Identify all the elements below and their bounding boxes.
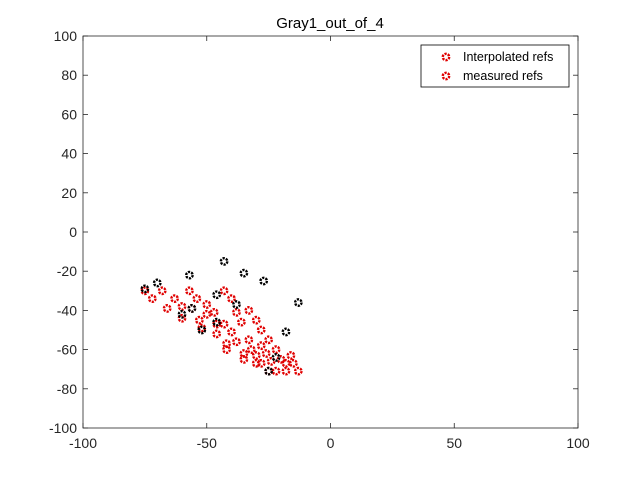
legend: Interpolated refs measured refs	[420, 44, 570, 88]
interpolated-ref-point	[212, 329, 222, 339]
interpolated-ref-point	[281, 358, 291, 368]
interpolated-ref-point	[256, 358, 266, 368]
data-points	[140, 256, 303, 376]
measured-ref-point	[264, 366, 274, 376]
y-tick-label: 100	[54, 28, 78, 44]
legend-marker-measured	[441, 71, 451, 81]
interpolated-ref-point	[222, 345, 231, 354]
legend-marker-point	[441, 71, 451, 81]
measured-ref-point	[271, 353, 281, 362]
legend-label-interpolated: Interpolated refs	[463, 50, 553, 64]
interpolated-ref-point	[286, 351, 296, 360]
interpolated-ref-point	[256, 341, 266, 351]
measured-ref-point	[212, 317, 222, 327]
interpolated-ref-point	[246, 345, 256, 354]
interpolated-ref-point	[293, 366, 303, 376]
interpolated-ref-point	[170, 294, 179, 304]
measured-ref-point	[187, 304, 197, 313]
measured-ref-point	[293, 298, 303, 307]
y-tick-label: -20	[57, 263, 77, 279]
y-tick-label: 20	[61, 185, 77, 201]
interpolated-ref-point	[271, 366, 281, 376]
interpolated-ref-point	[256, 325, 266, 335]
interpolated-ref-point	[202, 309, 212, 319]
interpolated-ref-point	[251, 351, 261, 360]
interpolated-ref-point	[227, 294, 236, 304]
interpolated-ref-point	[219, 319, 229, 329]
interpolated-ref-point	[232, 307, 241, 317]
y-tick-label: -80	[57, 381, 77, 397]
measured-ref-point	[239, 268, 249, 278]
interpolated-ref-point	[157, 286, 167, 296]
interpolated-ref-point	[288, 358, 298, 368]
measured-ref-point	[140, 284, 150, 294]
measured-ref-point	[152, 278, 162, 288]
y-tick-label: 80	[61, 67, 77, 83]
measured-ref-point	[281, 327, 291, 337]
interpolated-ref-point	[147, 294, 157, 304]
interpolated-ref-point	[261, 349, 271, 358]
measured-ref-point	[185, 270, 194, 280]
measured-ref-point	[212, 290, 222, 300]
interpolated-ref-point	[264, 335, 274, 345]
interpolated-ref-point	[232, 337, 241, 347]
y-tick-label: 60	[61, 106, 77, 122]
x-tick-label: -100	[69, 435, 97, 451]
measured-ref-point	[219, 256, 229, 266]
y-tick-label: -40	[57, 302, 77, 318]
interpolated-ref-point	[192, 294, 202, 304]
x-tick-label: -50	[197, 435, 217, 451]
interpolated-ref-point	[239, 354, 249, 364]
interpolated-ref-point	[271, 345, 281, 354]
interpolated-ref-point	[244, 305, 254, 315]
interpolated-ref-point	[194, 315, 204, 325]
interpolated-ref-point	[251, 315, 261, 325]
measured-ref-point	[259, 276, 269, 286]
measured-ref-point	[232, 300, 241, 309]
chart-title: Gray1_out_of_4	[276, 15, 384, 32]
interpolated-ref-point	[162, 304, 172, 313]
x-tick-label: 0	[327, 435, 335, 451]
x-tick-label: 100	[566, 435, 590, 451]
interpolated-ref-point	[185, 286, 194, 296]
interpolated-ref-point	[219, 286, 229, 296]
y-tick-label: -60	[57, 342, 77, 358]
interpolated-ref-point	[281, 366, 291, 376]
interpolated-ref-point	[236, 317, 246, 327]
interpolated-ref-point	[202, 300, 212, 309]
ticks: -100 -50 0 50 100 100 80 60 40 20 0 -20 -40 -60 -80 -10…	[49, 28, 590, 451]
interpolated-ref-point	[266, 356, 276, 366]
legend-label-measured: measured refs	[463, 69, 543, 83]
interpolated-ref-point	[177, 302, 187, 311]
y-tick-label: 40	[61, 146, 77, 162]
interpolated-ref-point	[209, 307, 219, 317]
y-tick-label: 0	[69, 224, 77, 240]
interpolated-ref-point	[227, 327, 236, 337]
interpolated-ref-point	[177, 313, 187, 323]
legend-marker-interpolated	[441, 52, 451, 62]
measured-ref-point	[177, 309, 187, 319]
plot-area	[83, 36, 578, 428]
y-tick-label: -100	[49, 420, 77, 436]
legend-marker-point	[441, 52, 451, 62]
interpolated-ref-point	[244, 335, 254, 345]
interpolated-ref-point	[251, 358, 261, 368]
measured-ref-point	[197, 325, 207, 335]
x-tick-label: 50	[446, 435, 462, 451]
